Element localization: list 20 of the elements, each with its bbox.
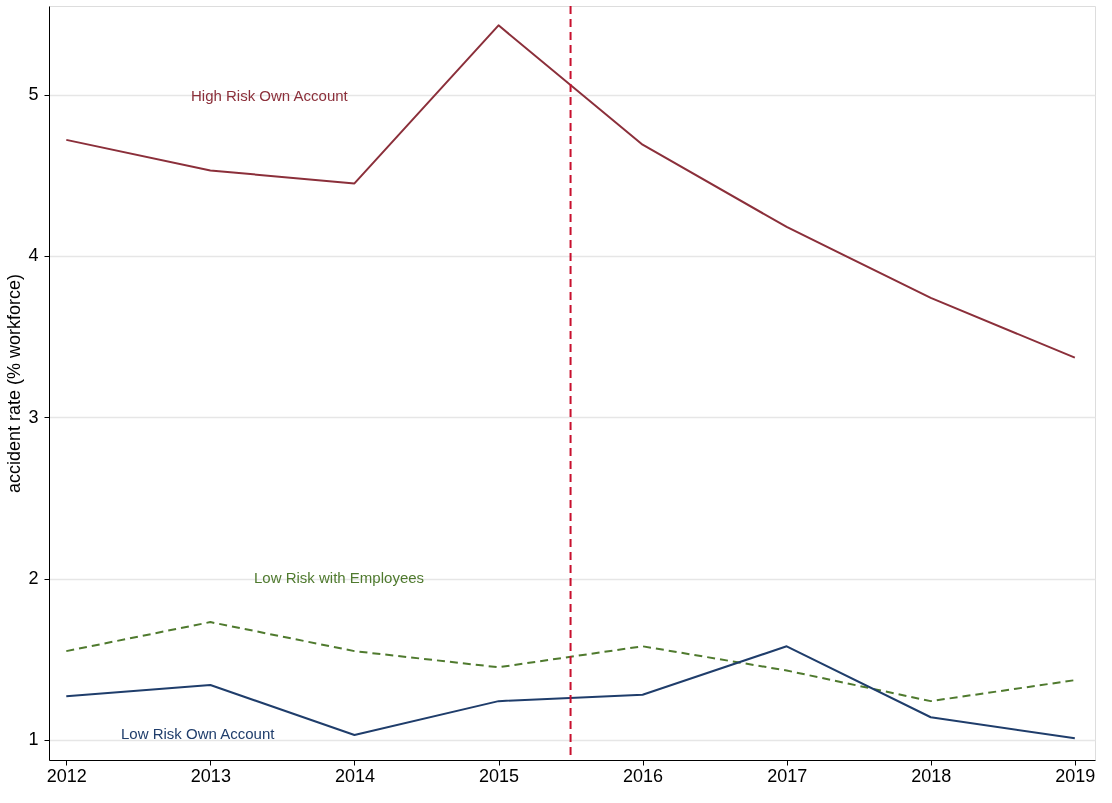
- x-tick-label: 2015: [479, 765, 520, 786]
- line-series: [65, 24, 1076, 359]
- x-tick-label: 2019: [1055, 765, 1096, 786]
- line-series: [65, 621, 1076, 703]
- y-tick-label: 4: [28, 245, 39, 266]
- text: Low Risk with Employees: [254, 569, 425, 586]
- y-tick-label: 2: [28, 568, 39, 589]
- x-tick-label: 2018: [911, 765, 952, 786]
- y-tick-label: 5: [28, 84, 39, 105]
- x-tick-label: 2014: [334, 765, 375, 786]
- line-series: [65, 645, 1076, 740]
- x-tick-label: 2012: [46, 765, 87, 786]
- x-tick-label: 2016: [623, 765, 664, 786]
- y-axis-title: accident rate (% workforce): [4, 273, 25, 494]
- y-tick-label: 1: [28, 729, 39, 750]
- series-label: Low Risk Own Account: [121, 725, 276, 742]
- text: High Risk Own Account: [191, 87, 349, 104]
- x-tick-label: 2013: [190, 765, 231, 786]
- x-tick-label: 2017: [767, 765, 808, 786]
- y-tick-label: 3: [28, 406, 39, 427]
